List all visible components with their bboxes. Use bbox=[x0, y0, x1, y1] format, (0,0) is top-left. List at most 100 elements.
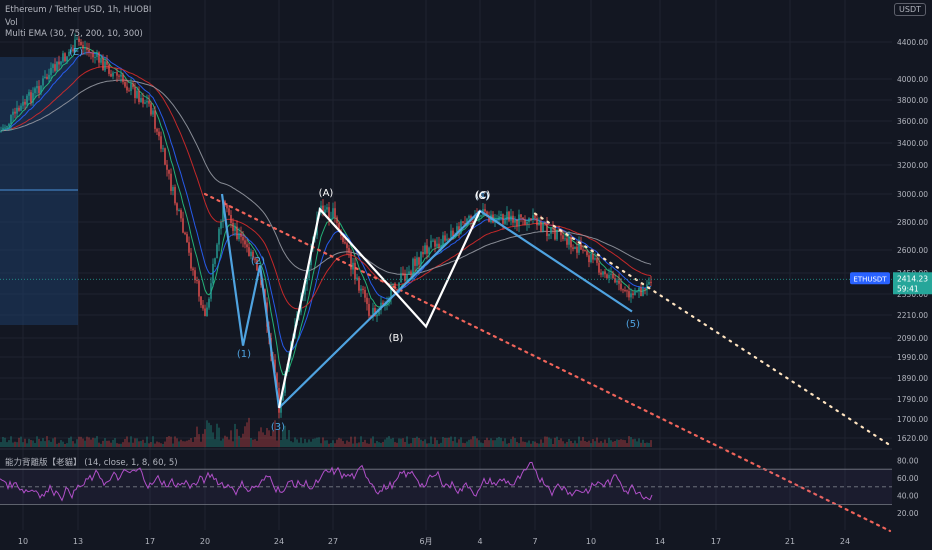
volume-bar bbox=[0, 442, 2, 447]
volume-bar bbox=[544, 436, 546, 447]
candle-body bbox=[76, 38, 78, 40]
time-tick-label: 10 bbox=[18, 537, 28, 546]
volume-bar bbox=[618, 439, 620, 447]
candle-body bbox=[418, 257, 420, 265]
candle-body bbox=[368, 303, 370, 316]
candle-body bbox=[14, 111, 16, 114]
wave-label: (5) bbox=[626, 319, 640, 330]
volume-bar bbox=[488, 440, 490, 447]
volume-bar bbox=[272, 430, 274, 447]
candle-body bbox=[550, 227, 552, 234]
candle-body bbox=[510, 215, 512, 221]
price-scale[interactable]: 4400.00 4000.00 3800.00 3600.00 3400.00 3200.… bbox=[897, 38, 928, 443]
volume-bar bbox=[394, 442, 396, 447]
candle-body bbox=[536, 217, 538, 226]
volume-bar bbox=[216, 423, 218, 447]
candle-body bbox=[580, 243, 582, 250]
candle-body bbox=[538, 222, 540, 226]
volume-bar bbox=[184, 441, 186, 447]
volume-bar bbox=[126, 436, 128, 447]
volume-bar bbox=[642, 439, 644, 447]
candle-body bbox=[330, 218, 332, 220]
candle-body bbox=[204, 308, 206, 317]
volume-bar bbox=[68, 437, 70, 447]
candle-body bbox=[0, 130, 2, 132]
time-tick-label: 17 bbox=[711, 537, 721, 546]
volume-bar bbox=[412, 437, 414, 447]
volume-bar bbox=[466, 441, 468, 447]
oscillator-scale[interactable]: 80.00 60.00 40.00 20.00 bbox=[897, 456, 919, 518]
volume-bar bbox=[564, 443, 566, 447]
candle-body bbox=[422, 252, 424, 255]
candle-body bbox=[530, 218, 532, 220]
osc-tick-label: 20.00 bbox=[897, 509, 919, 518]
volume-bar bbox=[162, 443, 164, 447]
volume-bar bbox=[472, 436, 474, 447]
volume-bar bbox=[366, 443, 368, 447]
candle-body bbox=[234, 226, 236, 231]
volume-bar bbox=[572, 443, 574, 447]
candle-body bbox=[156, 128, 158, 132]
candle-body bbox=[420, 252, 422, 265]
candle-body bbox=[78, 38, 80, 43]
candle-body bbox=[212, 263, 214, 284]
volume-bar bbox=[64, 443, 66, 447]
volume-bar bbox=[292, 442, 294, 447]
wave-label: (A) bbox=[319, 188, 334, 199]
wave-label: (C) bbox=[475, 191, 490, 202]
volume-bar bbox=[382, 441, 384, 447]
volume-bar bbox=[454, 436, 456, 447]
candle-body bbox=[458, 226, 460, 234]
candle-body bbox=[376, 314, 378, 317]
candle-body bbox=[320, 205, 322, 212]
candle-body bbox=[502, 214, 504, 224]
candle-body bbox=[566, 238, 568, 245]
volume-bar bbox=[258, 431, 260, 447]
price-tick-label: 4000.00 bbox=[897, 75, 928, 84]
candle-body bbox=[154, 110, 156, 129]
volume-bar bbox=[210, 425, 212, 447]
candle-body bbox=[210, 283, 212, 299]
volume-bar bbox=[212, 432, 214, 447]
candle-body bbox=[532, 215, 534, 220]
volume-bar bbox=[62, 441, 64, 447]
rsi-line bbox=[0, 461, 653, 502]
volume-bar bbox=[266, 427, 268, 447]
volume-bar bbox=[328, 443, 330, 447]
time-tick-label: 7 bbox=[532, 537, 537, 546]
candle-body bbox=[186, 234, 188, 243]
currency-button[interactable]: USDT bbox=[894, 3, 926, 16]
volume-bar bbox=[42, 438, 44, 447]
volume-bar bbox=[200, 441, 202, 447]
volume-bar bbox=[630, 437, 632, 447]
candle-body bbox=[404, 273, 406, 281]
candle-body bbox=[74, 39, 76, 51]
volume-bar bbox=[360, 436, 362, 447]
candle-body bbox=[344, 242, 346, 244]
volume-bar bbox=[40, 441, 42, 447]
wave-lines bbox=[220, 193, 633, 409]
volume-bar bbox=[636, 441, 638, 447]
volume-bar bbox=[634, 438, 636, 447]
candle-body bbox=[70, 49, 72, 53]
volume-bar bbox=[282, 429, 284, 447]
volume-bar bbox=[506, 443, 508, 447]
time-axis[interactable]: 10 13 17 20 24 27 6月 4 7 10 14 17 21 24 bbox=[18, 537, 850, 546]
candle-body bbox=[134, 87, 136, 98]
candle-body bbox=[194, 270, 196, 281]
volume-bar bbox=[326, 440, 328, 447]
volume-bar bbox=[4, 437, 6, 447]
candle-body bbox=[616, 280, 618, 283]
volume-bar bbox=[188, 439, 190, 447]
volume-bar bbox=[348, 441, 350, 447]
volume-bar bbox=[44, 441, 46, 447]
volume-bar bbox=[330, 443, 332, 447]
volume-bar bbox=[446, 437, 448, 447]
candle-body bbox=[480, 215, 482, 217]
candle-body bbox=[246, 244, 248, 248]
time-tick-label: 14 bbox=[655, 537, 665, 546]
candle-body bbox=[242, 236, 244, 241]
volume-bar bbox=[168, 436, 170, 447]
volume-bar bbox=[354, 436, 356, 447]
